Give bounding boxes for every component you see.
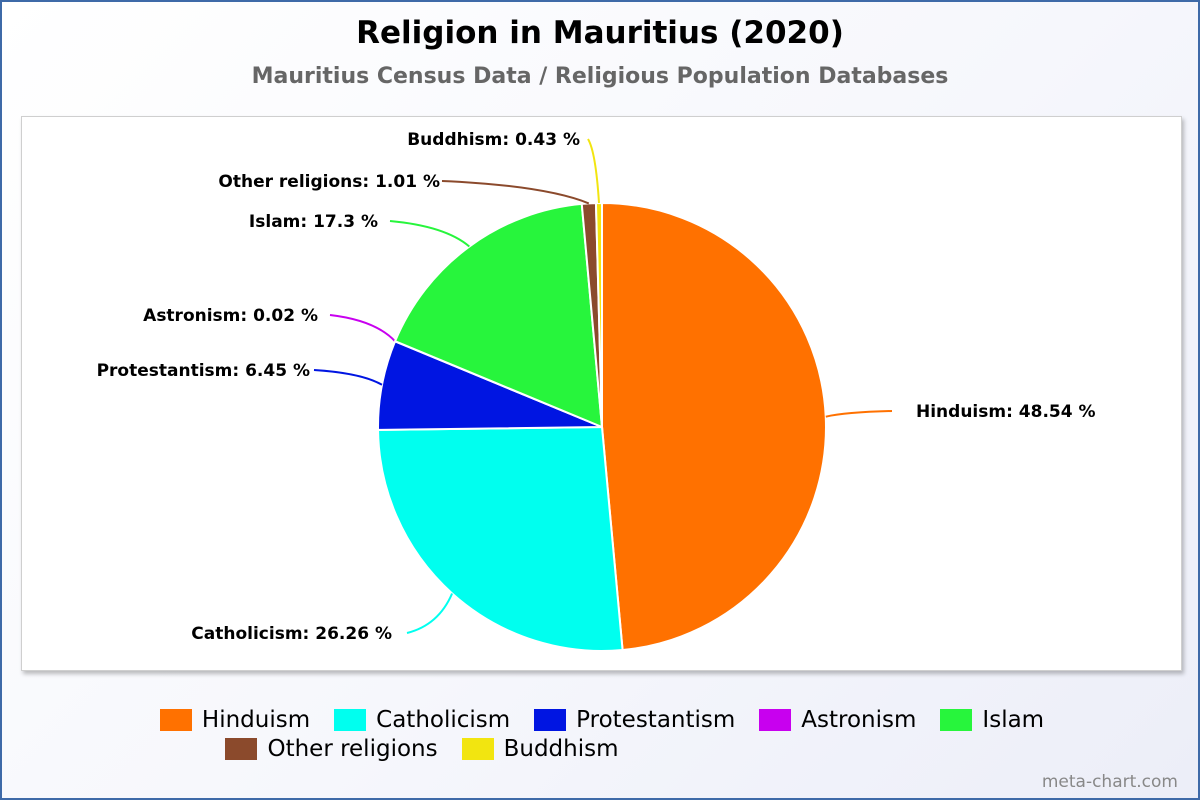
slice-label: Protestantism: 6.45 % (97, 361, 310, 381)
leader-line (441, 180, 590, 205)
legend-label: Islam (982, 706, 1045, 733)
slice-label: Hinduism: 48.54 % (916, 402, 1096, 422)
legend-swatch (461, 737, 494, 760)
legend-item-catholicism[interactable]: Catholicism (334, 707, 510, 733)
leader-line (406, 593, 454, 634)
legend-swatch (534, 708, 567, 731)
legend-swatch (225, 737, 258, 760)
slice-label: Islam: 17.3 % (249, 212, 378, 232)
pie-slice-islam[interactable] (393, 202, 604, 429)
slice-label: Buddhism: 0.43 % (407, 130, 580, 150)
chart-title: Religion in Mauritius (2020) (356, 15, 844, 51)
leader-line (587, 138, 600, 204)
pie-slice-catholicism[interactable] (377, 425, 624, 652)
slice-label: Astronism: 0.02 % (143, 306, 318, 326)
legend-row: Hinduism Catholicism Protestantism Astro… (148, 705, 1056, 734)
legend-label: Buddhism (503, 735, 619, 762)
legend-item-islam[interactable]: Islam (940, 707, 1044, 733)
legend-item-hinduism[interactable]: Hinduism (159, 706, 311, 733)
leader-line (825, 410, 893, 418)
legend-label: Astronism (801, 706, 917, 733)
pie-slice-hinduism[interactable] (601, 201, 827, 652)
legend-item-protestantism[interactable]: Protestantism (534, 707, 735, 733)
legend-swatch (940, 708, 973, 731)
legend-item-astronism[interactable]: Astronism (759, 707, 916, 733)
legend-swatch (334, 708, 367, 731)
legend-row: Other religions Buddhism (213, 734, 630, 763)
plot-area: Hinduism: 48.54 % Catholicism: 26.26 % Pro… (21, 116, 1182, 671)
leader-line (389, 220, 470, 248)
legend-swatch (159, 708, 192, 731)
leader-line (313, 369, 383, 386)
pie-chart: Hinduism: 48.54 % Catholicism: 26.26 % Pro… (97, 130, 1096, 652)
legend-label: Protestantism (576, 706, 736, 733)
credit-text[interactable]: meta-chart.com (1041, 772, 1178, 792)
leader-line (329, 314, 396, 342)
pie-slice-buddhism[interactable] (594, 201, 603, 428)
legend-label: Catholicism (376, 706, 511, 733)
legend: Hinduism Catholicism Protestantism Astro… (2, 705, 1200, 763)
legend-item-buddhism[interactable]: Buddhism (461, 735, 619, 762)
legend-swatch (759, 708, 792, 731)
legend-item-other-religions[interactable]: Other religions (225, 735, 438, 762)
slice-label: Other religions: 1.01 % (218, 172, 440, 192)
chart-subtitle: Mauritius Census Data / Religious Popula… (251, 64, 949, 89)
legend-label: Other religions (267, 735, 438, 762)
legend-label: Hinduism (201, 706, 311, 733)
slice-label: Catholicism: 26.26 % (191, 624, 392, 644)
